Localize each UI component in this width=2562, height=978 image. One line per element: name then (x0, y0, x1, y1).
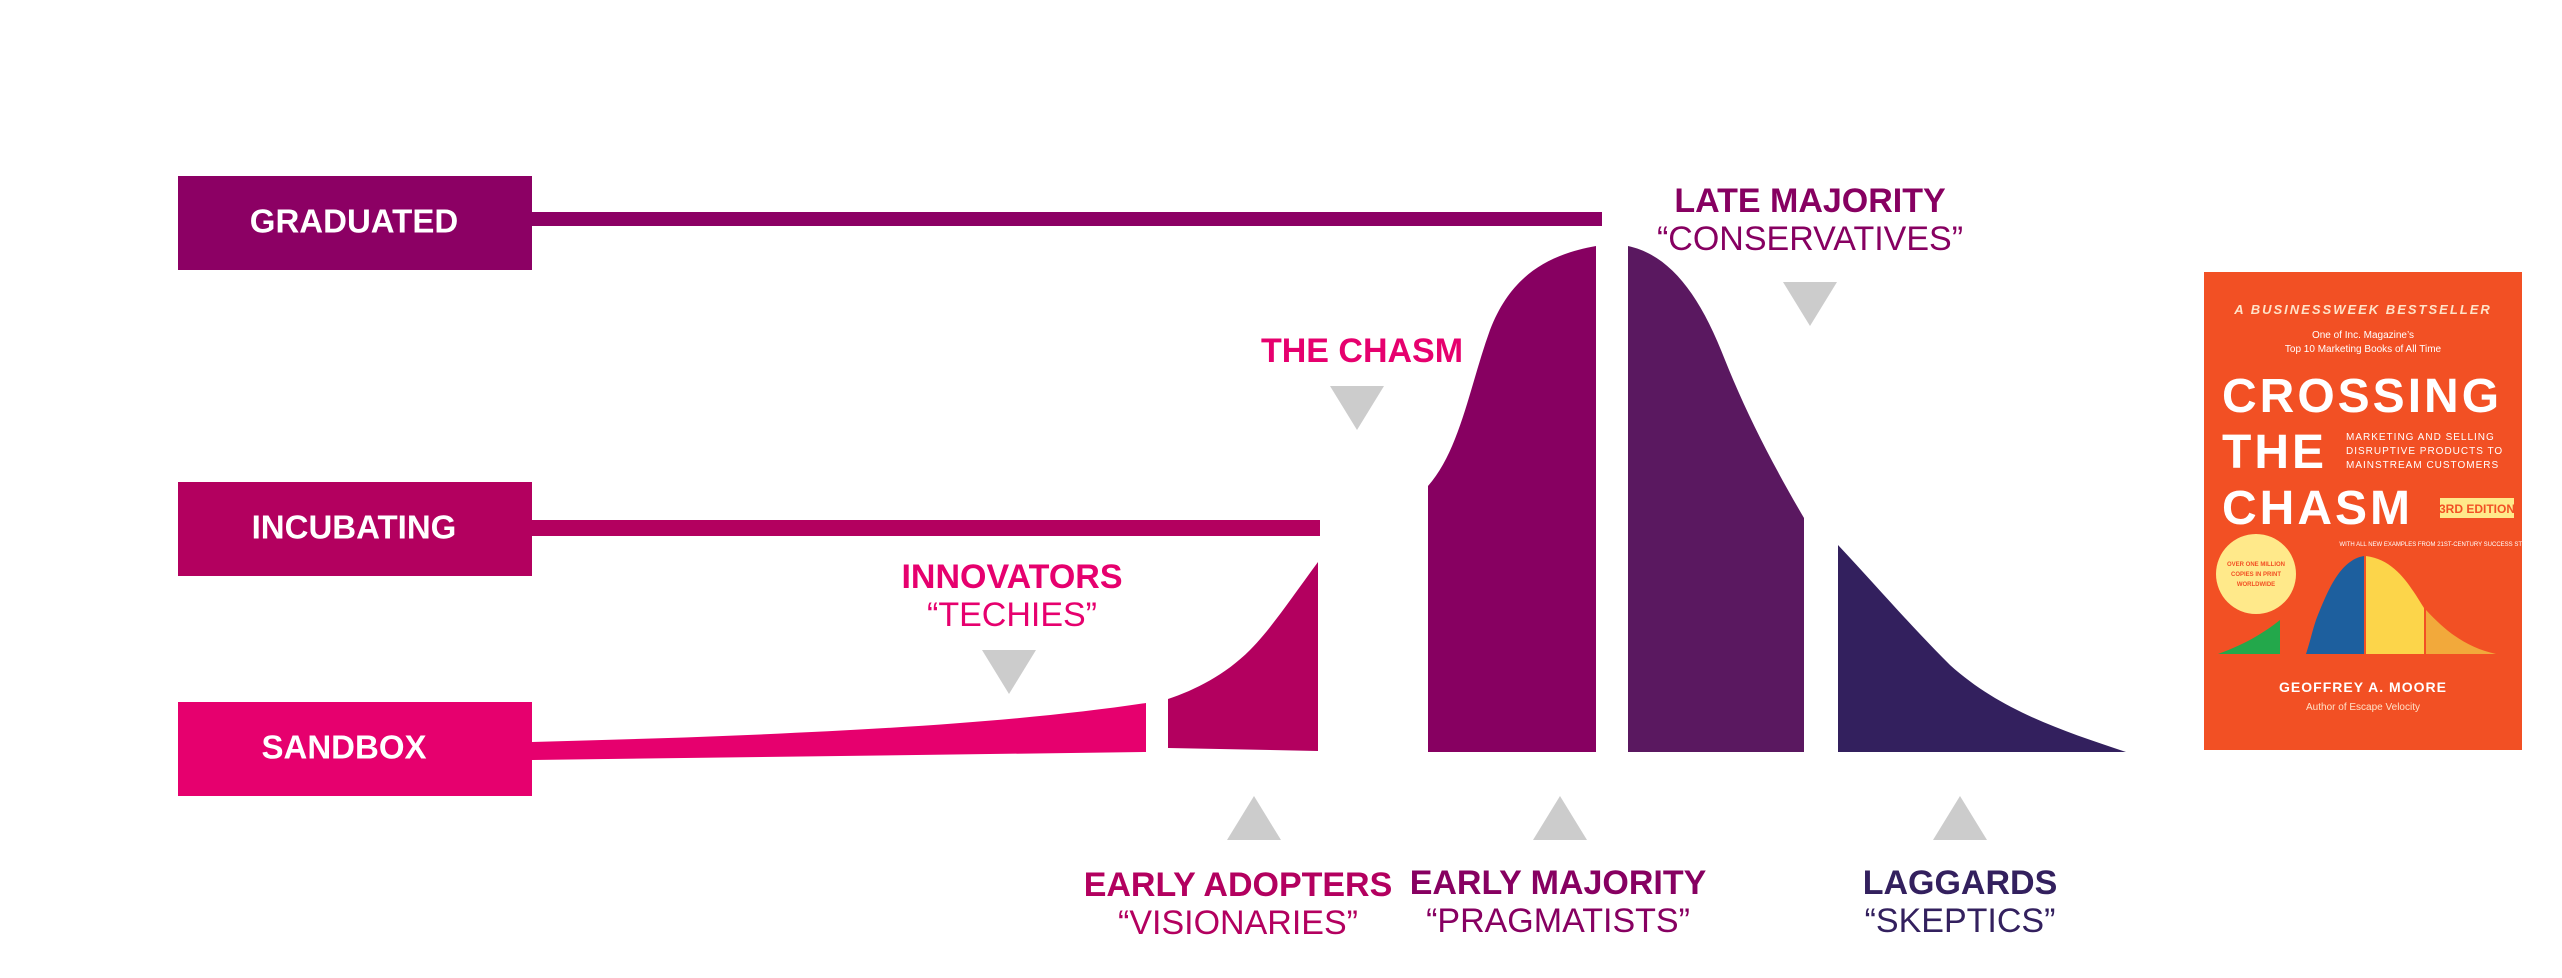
book-cover: A BUSINESSWEEK BESTSELLER One of Inc. Ma… (2204, 272, 2541, 750)
book-badge-line2: COPIES IN PRINT (2231, 572, 2281, 578)
book-subtitle-line1: MARKETING AND SELLING (2346, 432, 2495, 443)
book-mini-curve-orange (2426, 610, 2496, 654)
chasm-title: THE CHASM (1261, 332, 1463, 370)
book-edition: 3RD EDITION (2439, 502, 2515, 516)
innovators-arrow-icon (982, 650, 1036, 694)
early-adopters-label: EARLY ADOPTERS “VISIONARIES” (1084, 866, 1393, 942)
late-majority-arrow-icon (1783, 282, 1837, 326)
early-adopters-subtitle: “VISIONARIES” (1118, 904, 1358, 942)
book-edition-tag (2440, 498, 2514, 518)
incubating-label: INCUBATING (252, 509, 457, 546)
late-majority-label: LATE MAJORITY “CONSERVATIVES” (1657, 182, 1963, 258)
book-examples: WITH ALL NEW EXAMPLES FROM 21ST-CENTURY … (2339, 542, 2540, 548)
book-badge-line1: OVER ONE MILLION (2227, 562, 2285, 568)
book-bestseller: A BUSINESSWEEK BESTSELLER (2233, 302, 2492, 317)
book-mini-curve-blue (2306, 556, 2364, 654)
incubating-box (178, 482, 532, 576)
book-badge-line3: WORLDWIDE (2237, 582, 2275, 588)
early-adopters-title: EARLY ADOPTERS (1084, 866, 1393, 904)
graduated-label: GRADUATED (250, 203, 458, 240)
graduated-box (178, 176, 532, 270)
book-author-note: Author of Escape Velocity (2306, 702, 2420, 713)
incubating-connector-line (532, 520, 1320, 536)
early-majority-subtitle: “PRAGMATISTS” (1426, 902, 1690, 940)
innovators-curve-area (532, 703, 1146, 760)
laggards-title: LAGGARDS (1863, 864, 2058, 902)
late-majority-area (1628, 246, 1804, 752)
early-adopters-area (1168, 562, 1318, 751)
early-majority-arrow-icon (1533, 796, 1587, 840)
book-mini-curve-green (2218, 620, 2280, 654)
sandbox-box (178, 702, 532, 796)
early-majority-label: EARLY MAJORITY “PRAGMATISTS” (1410, 864, 1707, 940)
laggards-area (1838, 545, 2126, 752)
graduated-connector-line (532, 212, 1602, 226)
sandbox-label: SANDBOX (261, 729, 426, 766)
laggards-arrow-icon (1933, 796, 1987, 840)
innovators-subtitle: “TECHIES” (927, 596, 1097, 634)
level-sandbox: SANDBOX (178, 702, 1146, 796)
laggards-label: LAGGARDS “SKEPTICS” (1863, 864, 2058, 940)
chasm-label: THE CHASM (1261, 332, 1463, 370)
level-incubating: INCUBATING (178, 482, 1320, 576)
book-praise-line2: Top 10 Marketing Books of All Time (2285, 344, 2442, 355)
level-graduated: GRADUATED (178, 176, 1602, 270)
book-author: GEOFFREY A. MOORE (2279, 679, 2447, 695)
book-praise-line1: One of Inc. Magazine’s (2312, 330, 2414, 341)
book-title-line3: CHASM (2222, 482, 2413, 535)
book-mini-curve-yellow (2366, 556, 2424, 654)
late-majority-subtitle: “CONSERVATIVES” (1657, 220, 1963, 258)
innovators-label: INNOVATORS “TECHIES” (901, 558, 1122, 634)
book-title-line1: CROSSING (2222, 370, 2502, 423)
late-majority-title: LATE MAJORITY (1674, 182, 1946, 220)
book-subtitle-line3: MAINSTREAM CUSTOMERS (2346, 460, 2499, 471)
book-badge (2216, 534, 2296, 614)
early-majority-area (1428, 246, 1596, 752)
book-subtitle-line2: DISRUPTIVE PRODUCTS TO (2346, 446, 2503, 457)
book-title-line2: THE (2222, 426, 2327, 479)
chasm-arrow-icon (1330, 386, 1384, 430)
early-majority-title: EARLY MAJORITY (1410, 864, 1707, 902)
laggards-subtitle: “SKEPTICS” (1865, 902, 2056, 940)
early-adopters-arrow-icon (1227, 796, 1281, 840)
innovators-title: INNOVATORS (901, 558, 1122, 596)
